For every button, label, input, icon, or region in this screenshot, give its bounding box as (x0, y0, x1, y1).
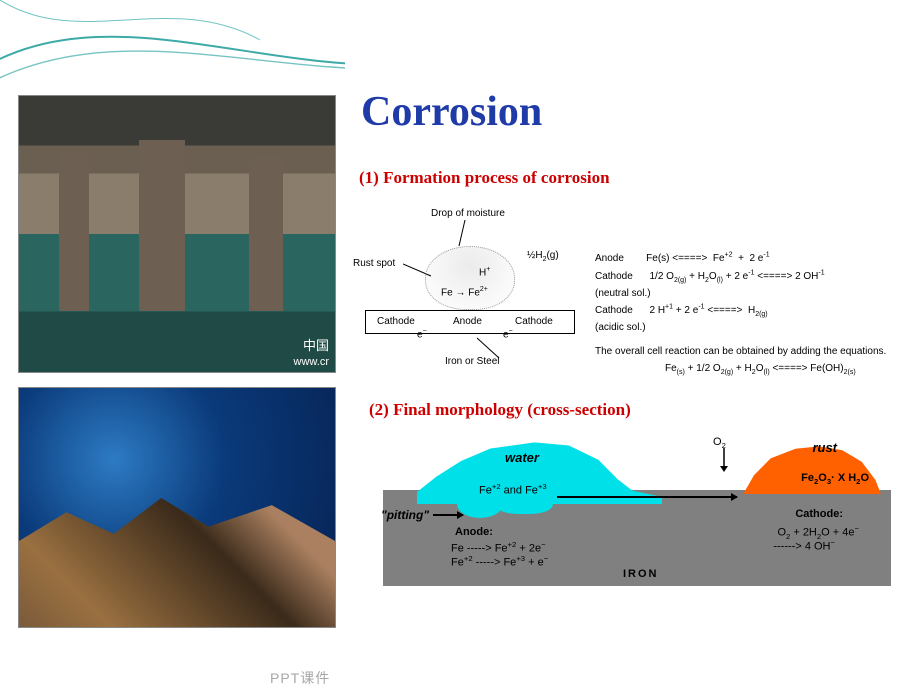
label-water: water (505, 450, 539, 465)
label-anode-m: Anode: (455, 526, 493, 538)
label-pitting: "pitting" (381, 508, 429, 522)
label-rust-formula: Fe2O3· X H2O (801, 472, 869, 486)
overall-reaction-eq: Fe(s) + 1/2 O2(g) + H2O(l) <====> Fe(OH)… (665, 363, 886, 376)
cathode-neutral-row: Cathode 1/2 O2(g) + H2O(l) + 2 e-1 <====… (595, 271, 825, 282)
right-content-column: Corrosion (1) Formation process of corro… (345, 0, 920, 690)
label-anode: Anode (453, 316, 482, 327)
label-e-left: e− (417, 328, 427, 340)
morphology-diagram: water O2 rust Fe2O3· X H2O Fe+2 and Fe+3… (383, 436, 891, 586)
cathode-acidic-row: Cathode 2 H+1 + 2 e-1 <====> H2(g) (595, 305, 768, 316)
reaction-equations: Anode Fe(s) <====> Fe+2 + 2 e-1 Cathode … (595, 206, 886, 376)
formation-diagram: Drop of moisture Rust spot ½H2(g) H+ Fe … (355, 206, 585, 376)
slide-title: Corrosion (361, 88, 910, 136)
photo-corroded-pier: 中国 www.cr (18, 95, 336, 373)
label-rust: rust (812, 440, 837, 455)
anode-row: Anode Fe(s) <====> Fe+2 + 2 e-1 (595, 253, 770, 264)
label-ions: Fe+2 and Fe+3 (479, 482, 547, 497)
label-cathode-right: Cathode (515, 316, 553, 327)
pier-watermark-cn: 中国 (303, 335, 329, 354)
photo-shipwreck (18, 387, 336, 628)
cathode-acidic-note: (acidic sol.) (595, 322, 646, 333)
subhead-morphology: (2) Final morphology (cross-section) (369, 400, 910, 420)
slide-content: 中国 www.cr Corrosion (1) Formation proces… (0, 0, 920, 690)
label-cathode-m: Cathode: (795, 508, 843, 520)
left-image-column: 中国 www.cr (0, 0, 345, 690)
subhead-formation: (1) Formation process of corrosion (359, 168, 910, 188)
label-half-h2: ½H2(g) (527, 250, 559, 263)
label-cathode-left: Cathode (377, 316, 415, 327)
ion-transport-arrow (557, 496, 737, 498)
pier-watermark-url: www.cr (294, 356, 329, 368)
label-rust-spot: Rust spot (353, 258, 395, 269)
label-iron: IRON (623, 568, 659, 580)
cathode-eq2: ------> 4 OH− (773, 538, 835, 553)
label-fe-fe2: Fe → Fe2+ (441, 286, 488, 298)
formation-section: Drop of moisture Rust spot ½H2(g) H+ Fe … (355, 206, 910, 376)
label-drop: Drop of moisture (431, 208, 505, 219)
anode-eq2: Fe+2 -----> Fe+3 + e− (451, 554, 548, 569)
anode-eq1: Fe -----> Fe+2 + 2e− (451, 540, 546, 555)
cathode-neutral-note: (neutral sol.) (595, 288, 651, 299)
overall-reaction-text: The overall cell reaction can be obtaine… (595, 346, 886, 357)
label-iron-steel: Iron or Steel (445, 356, 499, 367)
